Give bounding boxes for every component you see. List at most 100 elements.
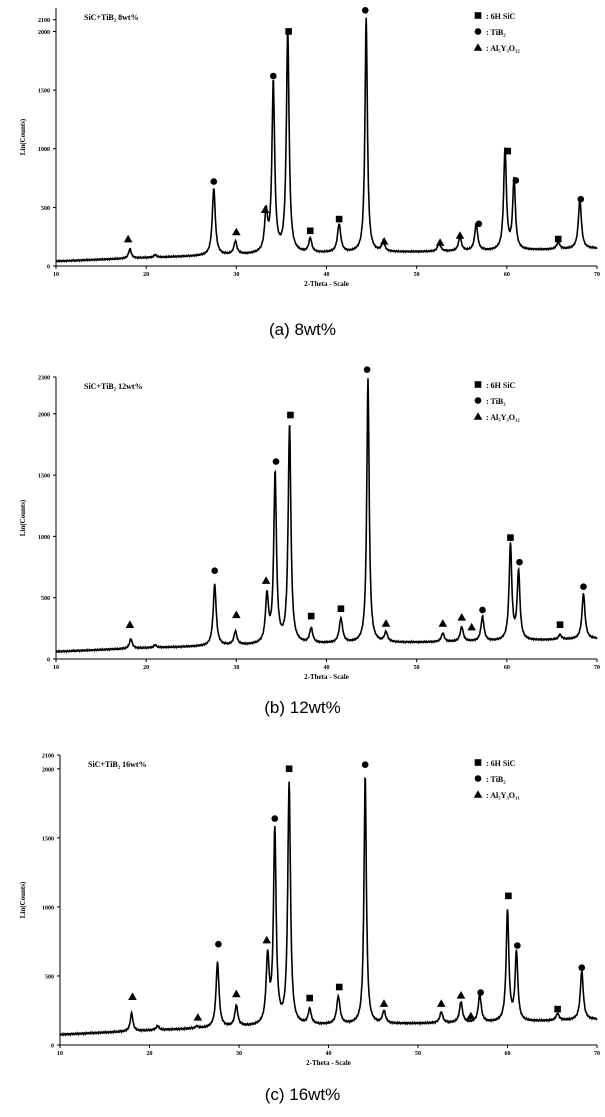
phase-marker-triangle <box>455 231 465 239</box>
x-axis-label: 2-Theta - Scale <box>304 280 349 288</box>
phase-marker-square <box>554 1005 561 1013</box>
y-tick-label: 2000 <box>38 30 50 36</box>
xrd-spectrum-line <box>59 776 598 1037</box>
phase-marker-triangle <box>232 989 241 998</box>
x-tick-label: 10 <box>53 665 59 671</box>
y-tick-label: 1500 <box>38 89 50 95</box>
phase-marker-circle <box>363 366 371 373</box>
x-tick-label: 20 <box>143 272 149 278</box>
y-tick-label: 2100 <box>38 18 50 24</box>
phase-marker-circle <box>578 964 586 971</box>
phase-marker-square <box>287 411 294 419</box>
y-tick-label: 500 <box>41 206 50 212</box>
phase-marker-circle <box>210 178 218 185</box>
phase-marker-circle <box>271 815 279 822</box>
phase-marker-triangle <box>438 619 448 627</box>
legend-marker-circle <box>474 397 482 404</box>
phase-marker-circle <box>514 942 521 949</box>
phase-marker-circle <box>577 195 585 203</box>
phase-marker-square <box>337 605 345 613</box>
x-tick-label: 50 <box>414 665 420 671</box>
xrd-spectrum-line <box>55 378 598 654</box>
phase-marker-square <box>307 612 315 620</box>
phase-marker-triangle <box>128 992 137 1000</box>
y-tick-label: 1500 <box>38 474 50 480</box>
chart-title: SiC+TiB₂ 12wt% <box>84 382 143 391</box>
x-tick-label: 20 <box>147 1051 153 1057</box>
caption-12wt: (b) 12wt% <box>264 698 341 717</box>
y-axis-label: Lin(Counts) <box>19 118 27 155</box>
x-tick-label: 10 <box>57 1051 63 1057</box>
phase-marker-triangle <box>466 1011 476 1020</box>
xrd-spectrum-line <box>55 17 598 264</box>
phase-marker-triangle <box>262 935 272 944</box>
chart-title: SiC+TiB₂ 16wt% <box>88 760 147 769</box>
phase-marker-triangle <box>457 613 467 621</box>
phase-marker-circle <box>361 7 369 14</box>
phase-marker-triangle <box>123 234 133 243</box>
y-tick-label: 500 <box>41 596 50 602</box>
phase-marker-triangle <box>435 238 445 246</box>
chart-title: SiC+TiB₂ 8wt% <box>84 13 139 22</box>
y-axis-label: Lin(Counts) <box>19 881 27 918</box>
phase-marker-circle <box>516 558 523 566</box>
phase-marker-square <box>505 892 512 900</box>
phase-marker-triangle <box>379 999 389 1007</box>
x-axis-label: 2-Theta - Scale <box>306 1059 351 1067</box>
x-tick-label: 50 <box>414 272 420 278</box>
legend-marker-square <box>474 381 482 388</box>
legend-label: : Al₅Y₃O₁₂ <box>486 413 520 422</box>
phase-marker-triangle <box>467 622 476 631</box>
y-tick-label: 1000 <box>38 535 50 541</box>
xrd-chart-12wt: 0 500 1000 1500 2000 2300 10 20 30 40 50 60 70 2-Thet… <box>19 366 600 681</box>
legend-marker-square <box>474 12 482 19</box>
phase-marker-triangle <box>261 576 271 584</box>
phase-marker-circle <box>512 177 520 184</box>
phase-marker-triangle <box>232 610 241 619</box>
y-tick-label: 0 <box>47 658 50 664</box>
y-tick-label: 1000 <box>38 147 50 153</box>
legend-label: : TiB₂ <box>486 28 506 37</box>
y-tick-label: 2300 <box>38 376 50 382</box>
x-tick-label: 60 <box>504 272 510 278</box>
x-tick-label: 30 <box>233 665 239 671</box>
phase-marker-square <box>335 215 343 223</box>
legend-label: : 6H SiC <box>486 381 516 390</box>
legend-marker-circle <box>474 775 482 782</box>
phase-marker-circle <box>475 220 483 228</box>
phase-marker-triangle <box>193 1013 203 1021</box>
phase-marker-circle <box>479 606 486 614</box>
phase-marker-square <box>335 983 343 991</box>
legend-label: : Al₅Y₃O₁₁ <box>486 791 520 800</box>
caption-8wt: (a) 8wt% <box>268 320 337 339</box>
phase-marker-square <box>306 994 314 1002</box>
legend-label: : Al₅Y₃O₁₂ <box>486 44 520 53</box>
x-tick-label: 70 <box>594 272 600 278</box>
legend-marker-triangle <box>473 790 483 798</box>
x-tick-label: 10 <box>53 272 59 278</box>
plot-area: 0 500 1000 1500 2000 2100 10 20 30 40 50 60 70 2-Thet… <box>19 7 600 288</box>
phase-marker-triangle <box>232 227 241 236</box>
y-tick-label: 0 <box>51 1044 54 1050</box>
legend-marker-circle <box>474 28 482 35</box>
phase-marker-square <box>504 147 512 155</box>
phase-marker-square <box>306 227 314 235</box>
x-tick-label: 50 <box>415 1051 421 1057</box>
legend-label: : TiB₂ <box>486 397 506 406</box>
phase-marker-circle <box>272 458 280 465</box>
phase-marker-square <box>285 28 292 35</box>
legend-marker-triangle <box>473 43 483 51</box>
y-tick-label: 2100 <box>42 754 54 760</box>
phase-marker-triangle <box>379 237 389 245</box>
phase-marker-circle <box>361 761 369 768</box>
x-tick-label: 60 <box>505 1051 511 1057</box>
y-tick-label: 2000 <box>38 412 50 418</box>
phase-marker-square <box>556 621 564 628</box>
phase-marker-triangle <box>125 620 135 628</box>
phase-marker-circle <box>477 989 484 996</box>
phase-marker-square <box>285 765 293 773</box>
x-tick-label: 30 <box>233 272 239 278</box>
x-tick-label: 40 <box>324 665 330 671</box>
x-tick-label: 30 <box>236 1051 242 1057</box>
legend-marker-square <box>474 759 482 766</box>
